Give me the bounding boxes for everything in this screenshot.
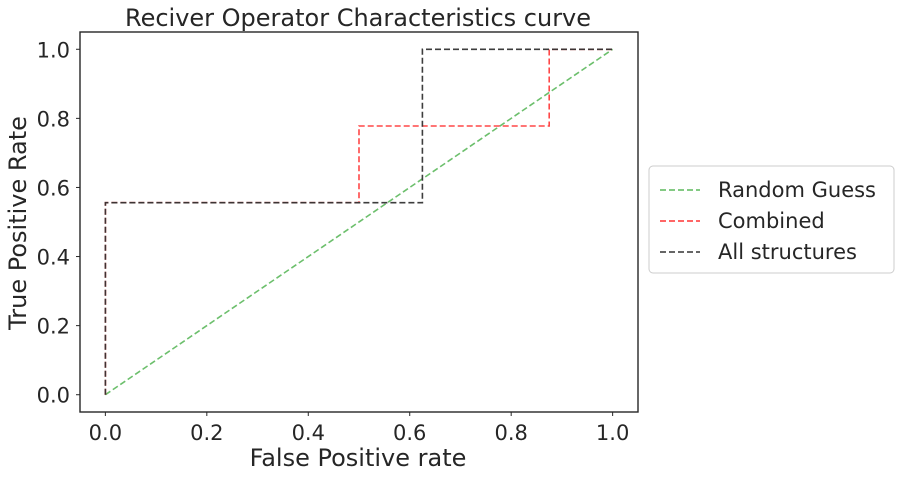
chart-title: Reciver Operator Characteristics curve <box>125 4 591 32</box>
series-line-random-guess <box>104 48 614 396</box>
y-tick-label: 0.8 <box>37 107 70 131</box>
legend: Random Guess Combined All structures <box>648 165 895 274</box>
x-tick-label: 0.6 <box>393 421 426 445</box>
plot-frame <box>79 31 639 413</box>
x-axis-label: False Positive rate <box>250 444 467 472</box>
x-tick-label: 0.8 <box>494 421 527 445</box>
legend-box <box>648 165 895 274</box>
legend-items: Random Guess Combined All structures <box>660 178 876 264</box>
y-tick-label: 0.4 <box>37 246 70 270</box>
y-axis-label: True Positive Rate <box>4 116 32 331</box>
x-tick-label: 0.0 <box>89 421 122 445</box>
y-tick-label: 0.6 <box>37 176 70 200</box>
y-axis-ticks: 0.0 0.2 0.4 0.6 0.8 1.0 <box>37 38 80 408</box>
legend-label-all-structures: All structures <box>718 240 857 264</box>
y-tick-label: 0.0 <box>37 384 70 408</box>
series-line-all-structures <box>104 48 613 395</box>
plot-area <box>104 48 614 396</box>
y-tick-label: 1.0 <box>37 38 70 62</box>
legend-label-combined: Combined <box>718 209 825 233</box>
x-axis-ticks: 0.0 0.2 0.4 0.6 0.8 1.0 <box>89 412 629 445</box>
x-tick-label: 1.0 <box>596 421 629 445</box>
y-tick-label: 0.2 <box>37 315 70 339</box>
legend-label-random-guess: Random Guess <box>718 178 876 202</box>
x-tick-label: 0.2 <box>190 421 223 445</box>
x-tick-label: 0.4 <box>292 421 325 445</box>
